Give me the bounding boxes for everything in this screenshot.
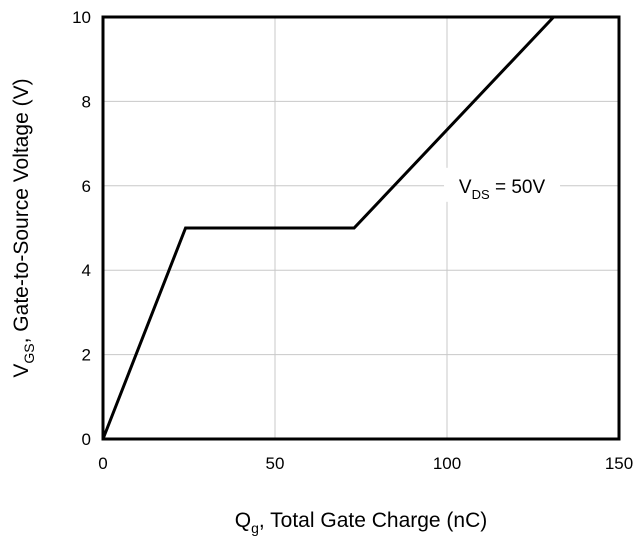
- x-tick-label-3: 150: [605, 454, 633, 473]
- y-tick-labels: 0 2 4 6 8 10: [72, 8, 91, 449]
- y-axis-title-sub: GS: [21, 343, 37, 363]
- annotation-bg-0: [444, 167, 561, 202]
- y-axis-title-main: V: [10, 364, 33, 378]
- y-tick-label-3: 6: [82, 177, 91, 196]
- data-series: [101, 15, 555, 440]
- series-line-0: [101, 15, 555, 440]
- annotation-0: VDS = 50V: [459, 177, 546, 202]
- y-axis-title: VGS, Gate-to-Source Voltage (V): [10, 78, 37, 377]
- x-tick-label-1: 50: [266, 454, 285, 473]
- annotation-rest-0: = 50V: [490, 177, 546, 198]
- y-axis-title-rest: , Gate-to-Source Voltage (V): [10, 78, 33, 343]
- y-tick-label-2: 4: [82, 261, 91, 280]
- x-axis-title-rest: , Total Gate Charge (nC): [259, 509, 487, 532]
- plot-frame: [101, 15, 621, 441]
- x-tick-labels: 0 50 100 150: [98, 454, 633, 473]
- x-tick-label-2: 100: [433, 454, 461, 473]
- x-tick-label-0: 0: [98, 454, 107, 473]
- x-axis-title: Qg, Total Gate Charge (nC): [235, 509, 488, 536]
- annotation-sub-0: DS: [472, 187, 490, 202]
- annotations: VDS = 50V: [444, 167, 561, 202]
- x-axis-title-sub: g: [251, 520, 259, 536]
- y-tick-label-0: 0: [82, 430, 91, 449]
- y-tick-label-5: 10: [72, 8, 91, 27]
- y-tick-label-1: 2: [82, 346, 91, 365]
- x-axis-title-main: Q: [235, 509, 251, 532]
- grid-lines: [103, 17, 619, 439]
- annotation-main-0: V: [459, 177, 472, 198]
- y-tick-label-4: 8: [82, 92, 91, 111]
